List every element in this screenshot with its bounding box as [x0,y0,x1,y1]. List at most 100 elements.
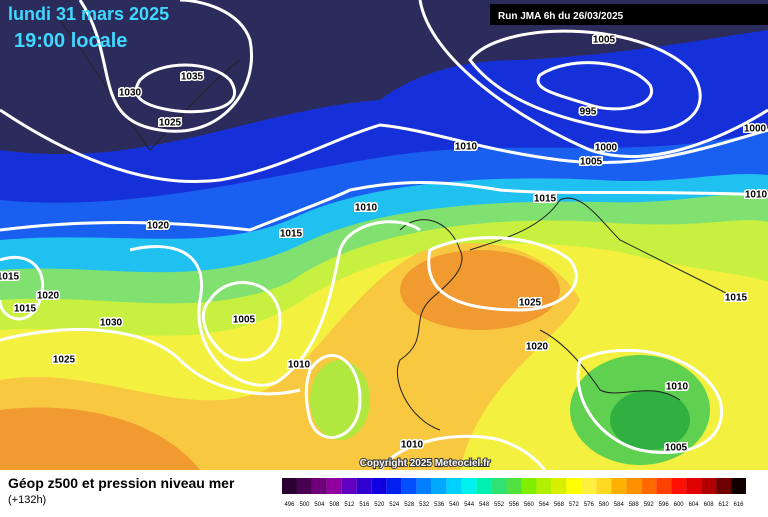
isobar-label: 1030 [100,318,123,329]
legend-swatch [386,478,402,494]
time: 19:00 locale [14,30,127,52]
isobar-label: 1010 [355,203,378,214]
legend-swatch [282,478,297,494]
legend-swatch [611,478,627,494]
coastlines [59,19,741,431]
legend-swatch [551,478,567,494]
legend-label: 504 [314,502,325,508]
isobar-label: 1020 [147,221,170,232]
legend-swatch [341,478,357,494]
legend-label: 532 [419,502,430,508]
legend-swatch [311,478,327,494]
legend-label: 496 [284,502,295,508]
legend-label: 612 [719,502,730,508]
legend-label: 596 [659,502,670,508]
isobar-label: 1005 [593,35,616,46]
legend-label: 564 [539,502,550,508]
legend-label: 536 [434,502,445,508]
legend-swatch [566,478,582,494]
isobar-label: 1035 [181,72,204,83]
isobar-label: 1020 [37,291,60,302]
legend-swatch [686,478,702,494]
legend-label: 556 [509,502,520,508]
legend-label: 604 [689,502,700,508]
legend-label: 512 [344,502,355,508]
legend-swatch [581,478,597,494]
isobar-label: 1000 [744,124,767,135]
isobar-label: 1025 [53,355,76,366]
legend-swatch [431,478,447,494]
legend-label: 520 [374,502,385,508]
legend-label: 608 [704,502,715,508]
legend-swatch [521,478,537,494]
isobar-label: 1015 [725,293,748,304]
legend-swatch [506,478,522,494]
legend-swatch [641,478,657,494]
footer-lead: (+132h) [8,494,46,506]
footer-title: Géop z500 et pression niveau mer [8,475,235,491]
legend-label: 540 [449,502,460,508]
legend-label: 576 [584,502,595,508]
legend-swatch [356,478,372,494]
legend-swatch [416,478,432,494]
legend-swatch [326,478,342,494]
legend-swatch [461,478,477,494]
legend-label: 560 [524,502,535,508]
legend-label: 588 [629,502,640,508]
isobar-label: 1005 [233,315,256,326]
isobar-label: 1010 [666,382,689,393]
isobar-label: 1010 [401,440,424,451]
isobar-label: 1010 [288,360,311,371]
legend-label: 552 [494,502,505,508]
isobar-label: 1025 [159,118,182,129]
legend-label: 548 [479,502,490,508]
legend-swatch [491,478,507,494]
isobar-label: 1010 [745,190,768,201]
isobar-label: 1000 [595,143,618,154]
legend-swatch [701,478,717,494]
isobar-label: 1030 [119,88,142,99]
isobar-label: 1025 [519,298,542,309]
isobar-label: 1010 [455,142,478,153]
isobar-label: 1005 [580,157,603,168]
legend-label: 600 [674,502,685,508]
legend-swatch [446,478,462,494]
legend-label: 500 [299,502,310,508]
legend-label: 584 [614,502,625,508]
legend: 496 500 504 508 512 516 520 524 528 532 536 540 544 5… [282,478,746,508]
field [0,0,768,471]
legend-label: 592 [644,502,655,508]
legend-label: 568 [554,502,565,508]
isobars [0,0,768,455]
legend-label: 524 [389,502,400,508]
legend-swatch [656,478,672,494]
legend-swatch [371,478,387,494]
date: lundi 31 mars 2025 [8,4,169,24]
legend-label: 572 [569,502,580,508]
legend-swatch [716,478,732,494]
legend-swatch [626,478,642,494]
run: Run JMA 6h du 26/03/2025 [498,11,624,22]
isobar-label: 1015 [534,194,557,205]
legend-label: 544 [464,502,475,508]
legend-swatch [731,478,746,494]
legend-swatch [296,478,312,494]
legend-swatch [401,478,417,494]
legend-label: 516 [359,502,370,508]
isobar-label: 1015 [0,272,20,283]
isobar-labels: 1030 1035 1025 1005 995 1000 1000 1005 1010 1010 1… [0,33,768,455]
legend-label: 580 [599,502,610,508]
run-box [490,4,768,25]
legend-swatch [536,478,552,494]
isobar-label: 1015 [280,229,303,240]
legend-swatch [596,478,612,494]
isobar-label: 1015 [14,304,37,315]
legend-label: 528 [404,502,415,508]
isobar-label: 1005 [665,443,688,454]
legend-swatch [671,478,687,494]
legend-label: 616 [734,502,745,508]
copyright: Copyright 2025 Meteociel.fr [360,458,491,469]
legend-label: 508 [329,502,340,508]
